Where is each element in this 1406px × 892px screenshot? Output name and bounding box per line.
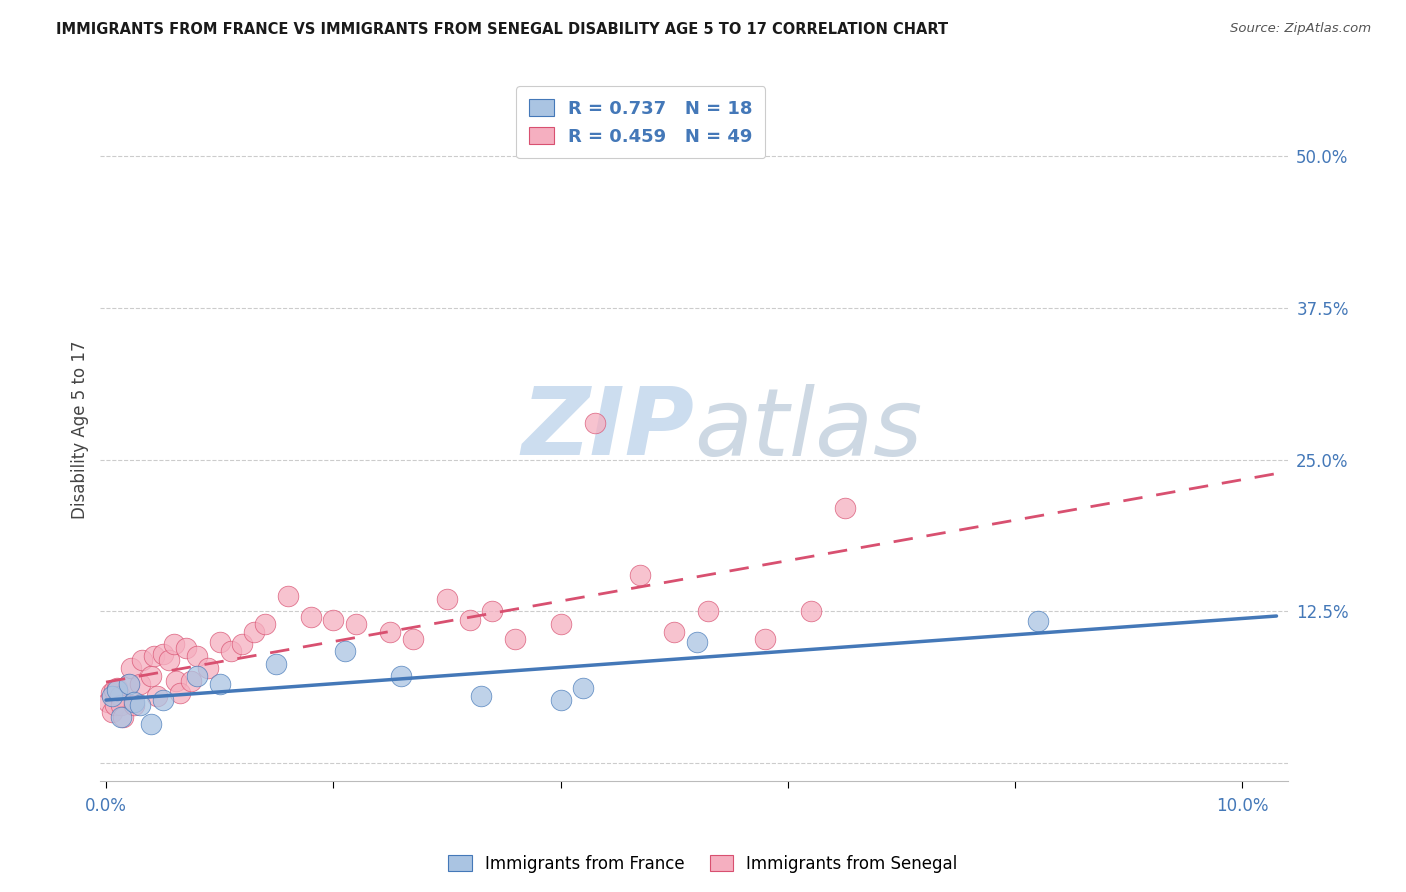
Point xyxy=(254,616,277,631)
Point xyxy=(124,695,146,709)
Point xyxy=(97,695,120,709)
Point xyxy=(208,677,231,691)
Point xyxy=(322,613,344,627)
Point xyxy=(186,649,208,664)
Point xyxy=(208,634,231,648)
Point xyxy=(686,634,709,648)
Point xyxy=(105,683,128,698)
Point xyxy=(141,717,163,731)
Point xyxy=(118,677,141,691)
Y-axis label: Disability Age 5 to 17: Disability Age 5 to 17 xyxy=(72,340,89,518)
Point xyxy=(120,661,142,675)
Point xyxy=(231,637,253,651)
Text: ZIP: ZIP xyxy=(522,384,695,475)
Point xyxy=(344,616,367,631)
Point xyxy=(583,417,606,431)
Point xyxy=(572,681,595,695)
Point xyxy=(100,690,122,704)
Text: Source: ZipAtlas.com: Source: ZipAtlas.com xyxy=(1230,22,1371,36)
Point xyxy=(169,686,191,700)
Point xyxy=(378,625,401,640)
Point xyxy=(112,710,135,724)
Point xyxy=(163,637,186,651)
Point xyxy=(197,661,219,675)
Point xyxy=(470,690,492,704)
Point xyxy=(166,673,188,688)
Point xyxy=(103,683,125,698)
Point xyxy=(242,625,264,640)
Point xyxy=(481,604,503,618)
Point xyxy=(550,616,572,631)
Point xyxy=(458,613,481,627)
Point xyxy=(141,669,163,683)
Point xyxy=(664,625,686,640)
Point xyxy=(118,677,141,691)
Point xyxy=(754,632,776,647)
Point xyxy=(146,690,169,704)
Point xyxy=(391,669,413,683)
Point xyxy=(219,644,242,658)
Point xyxy=(124,698,146,712)
Point xyxy=(104,698,127,712)
Point xyxy=(129,698,152,712)
Point xyxy=(299,610,322,624)
Legend: R = 0.737   N = 18, R = 0.459   N = 49: R = 0.737 N = 18, R = 0.459 N = 49 xyxy=(516,87,765,159)
Point xyxy=(152,693,174,707)
Point xyxy=(628,568,651,582)
Point xyxy=(333,644,356,658)
Point xyxy=(697,604,720,618)
Point xyxy=(180,673,202,688)
Point xyxy=(110,710,132,724)
Point xyxy=(186,669,208,683)
Point xyxy=(277,589,299,603)
Point xyxy=(266,657,288,671)
Point xyxy=(100,686,122,700)
Point xyxy=(834,501,856,516)
Point xyxy=(105,681,128,695)
Point xyxy=(108,690,131,704)
Point xyxy=(129,677,152,691)
Point xyxy=(800,604,823,618)
Legend: Immigrants from France, Immigrants from Senegal: Immigrants from France, Immigrants from … xyxy=(441,848,965,880)
Point xyxy=(131,653,153,667)
Point xyxy=(100,705,122,719)
Point xyxy=(152,647,174,661)
Point xyxy=(402,632,425,647)
Point xyxy=(1026,614,1049,628)
Text: atlas: atlas xyxy=(695,384,922,475)
Point xyxy=(503,632,526,647)
Point xyxy=(157,653,180,667)
Point xyxy=(174,640,197,655)
Point xyxy=(550,693,572,707)
Point xyxy=(110,698,132,712)
Text: IMMIGRANTS FROM FRANCE VS IMMIGRANTS FROM SENEGAL DISABILITY AGE 5 TO 17 CORRELA: IMMIGRANTS FROM FRANCE VS IMMIGRANTS FRO… xyxy=(56,22,949,37)
Point xyxy=(142,649,165,664)
Point xyxy=(436,592,458,607)
